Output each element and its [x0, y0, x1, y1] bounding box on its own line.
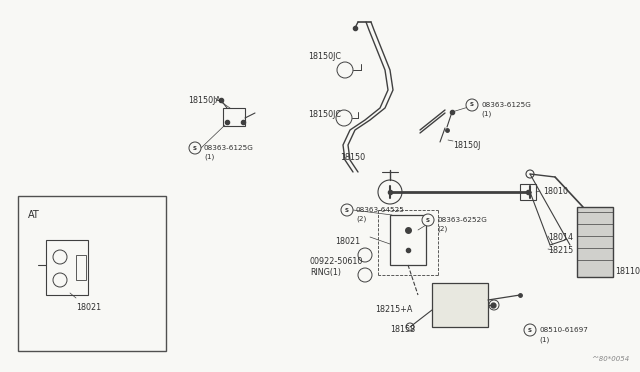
Circle shape [341, 204, 353, 216]
Text: 18150JC: 18150JC [308, 110, 342, 119]
Text: 08363-6125G: 08363-6125G [204, 145, 254, 151]
Text: S: S [345, 208, 349, 212]
Text: 18150: 18150 [340, 153, 365, 162]
Text: RING(1): RING(1) [310, 268, 341, 277]
Text: 18021: 18021 [76, 303, 101, 312]
Text: (2): (2) [356, 216, 366, 222]
Text: 18150J: 18150J [453, 141, 481, 150]
Text: 08363-6125G: 08363-6125G [481, 102, 531, 108]
Circle shape [378, 180, 402, 204]
Bar [46, 240, 88, 295]
Text: (1): (1) [481, 111, 492, 117]
Text: 08363-64525: 08363-64525 [356, 207, 405, 213]
Text: 18021: 18021 [335, 237, 360, 246]
Text: 18010: 18010 [543, 187, 568, 196]
Circle shape [524, 324, 536, 336]
Text: S: S [470, 103, 474, 108]
Bar [577, 207, 613, 277]
Bar [432, 283, 488, 327]
Text: 00922-50610: 00922-50610 [310, 257, 364, 266]
Text: 18215+A: 18215+A [375, 305, 412, 314]
Text: (1): (1) [539, 337, 549, 343]
Bar [223, 108, 245, 126]
Text: 18150JA: 18150JA [189, 96, 221, 105]
Circle shape [422, 214, 434, 226]
Text: 18158: 18158 [390, 325, 415, 334]
Text: S: S [193, 145, 197, 151]
Text: (2): (2) [437, 226, 447, 232]
Text: S: S [426, 218, 430, 222]
Text: 18110F: 18110F [615, 267, 640, 276]
Circle shape [489, 300, 499, 310]
Circle shape [189, 142, 201, 154]
Text: 08363-6252G: 08363-6252G [437, 217, 487, 223]
Text: ^'80*0054: ^'80*0054 [592, 356, 630, 362]
Text: 18014: 18014 [548, 233, 573, 242]
Bar [76, 255, 86, 280]
Text: 18215: 18215 [548, 246, 573, 255]
Text: 08510-61697: 08510-61697 [539, 327, 588, 333]
Text: 18150JC: 18150JC [308, 52, 342, 61]
Bar [390, 215, 426, 265]
Text: (1): (1) [204, 154, 214, 160]
Text: S: S [528, 327, 532, 333]
Bar [18, 196, 166, 351]
Text: AT: AT [28, 210, 40, 220]
Circle shape [466, 99, 478, 111]
Bar [520, 184, 536, 200]
